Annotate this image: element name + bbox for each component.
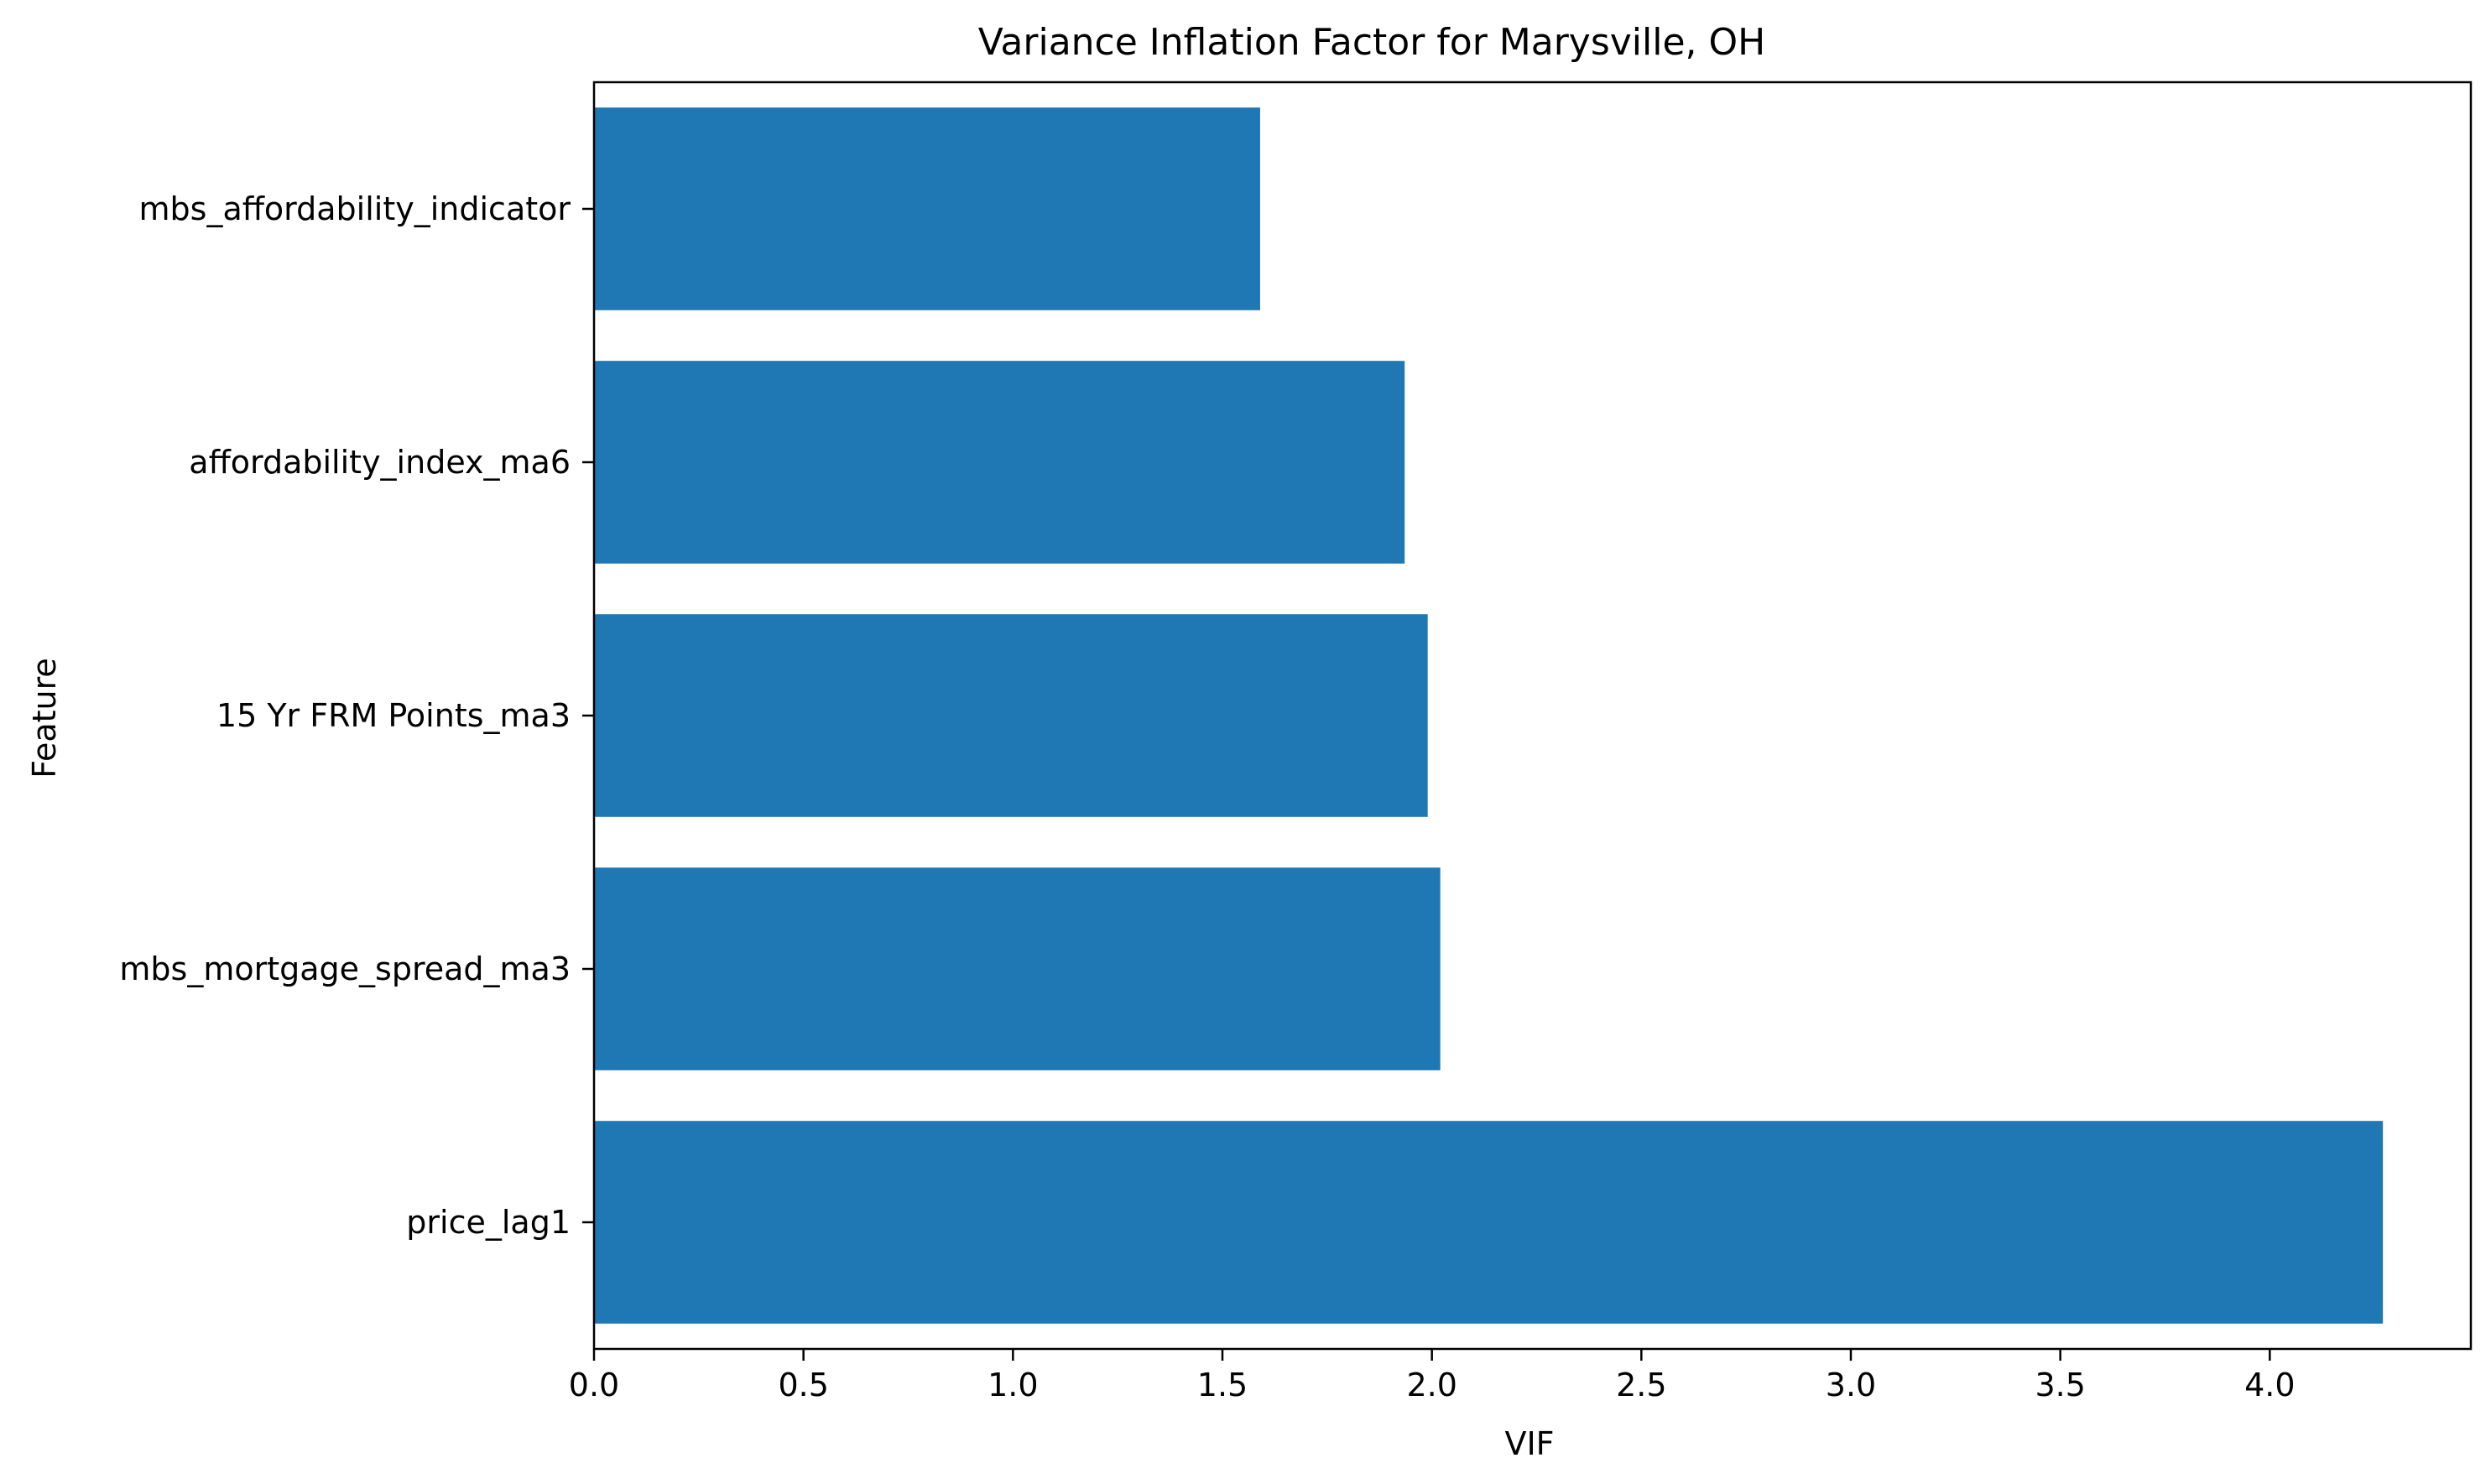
y-tick-label: affordability_index_ma6 xyxy=(189,444,571,481)
x-tick-label: 2.0 xyxy=(1406,1367,1457,1403)
bar xyxy=(594,867,1441,1070)
y-tick-label: price_lag1 xyxy=(406,1204,571,1241)
plot-frame xyxy=(592,81,2473,1351)
x-tick-label: 1.5 xyxy=(1197,1367,1248,1403)
x-tick-label: 3.0 xyxy=(1826,1367,1876,1403)
bar xyxy=(594,107,1260,310)
y-tick-label: 15 Yr FRM Points_ma3 xyxy=(216,697,571,734)
bar xyxy=(594,361,1405,564)
y-axis-label: Feature xyxy=(26,658,63,778)
x-tick-label: 4.0 xyxy=(2244,1367,2295,1403)
x-tick-label: 0.0 xyxy=(569,1367,619,1403)
x-tick-label: 0.5 xyxy=(778,1367,828,1403)
x-tick-label: 3.5 xyxy=(2035,1367,2085,1403)
chart-title: Variance Inflation Factor for Marysville… xyxy=(978,21,1765,64)
bars-group xyxy=(594,107,2384,1324)
x-ticks-group: 0.0 0.5 1.0 1.5 2.0 2.5 3.0 3.5 4.0 xyxy=(569,1349,2296,1403)
bar xyxy=(594,614,1428,817)
x-axis-label: VIF xyxy=(1504,1425,1554,1462)
x-tick-label: 2.5 xyxy=(1616,1367,1666,1403)
y-ticks-group: mbs_affordability_indicator affordability… xyxy=(119,190,594,1241)
x-tick-label: 1.0 xyxy=(988,1367,1038,1403)
bar xyxy=(594,1121,2384,1324)
y-tick-label: mbs_affordability_indicator xyxy=(139,190,571,227)
y-tick-label: mbs_mortgage_spread_ma3 xyxy=(119,950,571,987)
